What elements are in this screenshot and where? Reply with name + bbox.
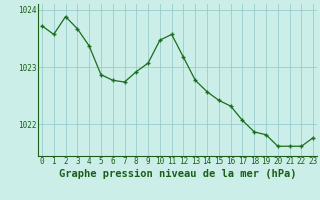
X-axis label: Graphe pression niveau de la mer (hPa): Graphe pression niveau de la mer (hPa) [59, 169, 296, 179]
